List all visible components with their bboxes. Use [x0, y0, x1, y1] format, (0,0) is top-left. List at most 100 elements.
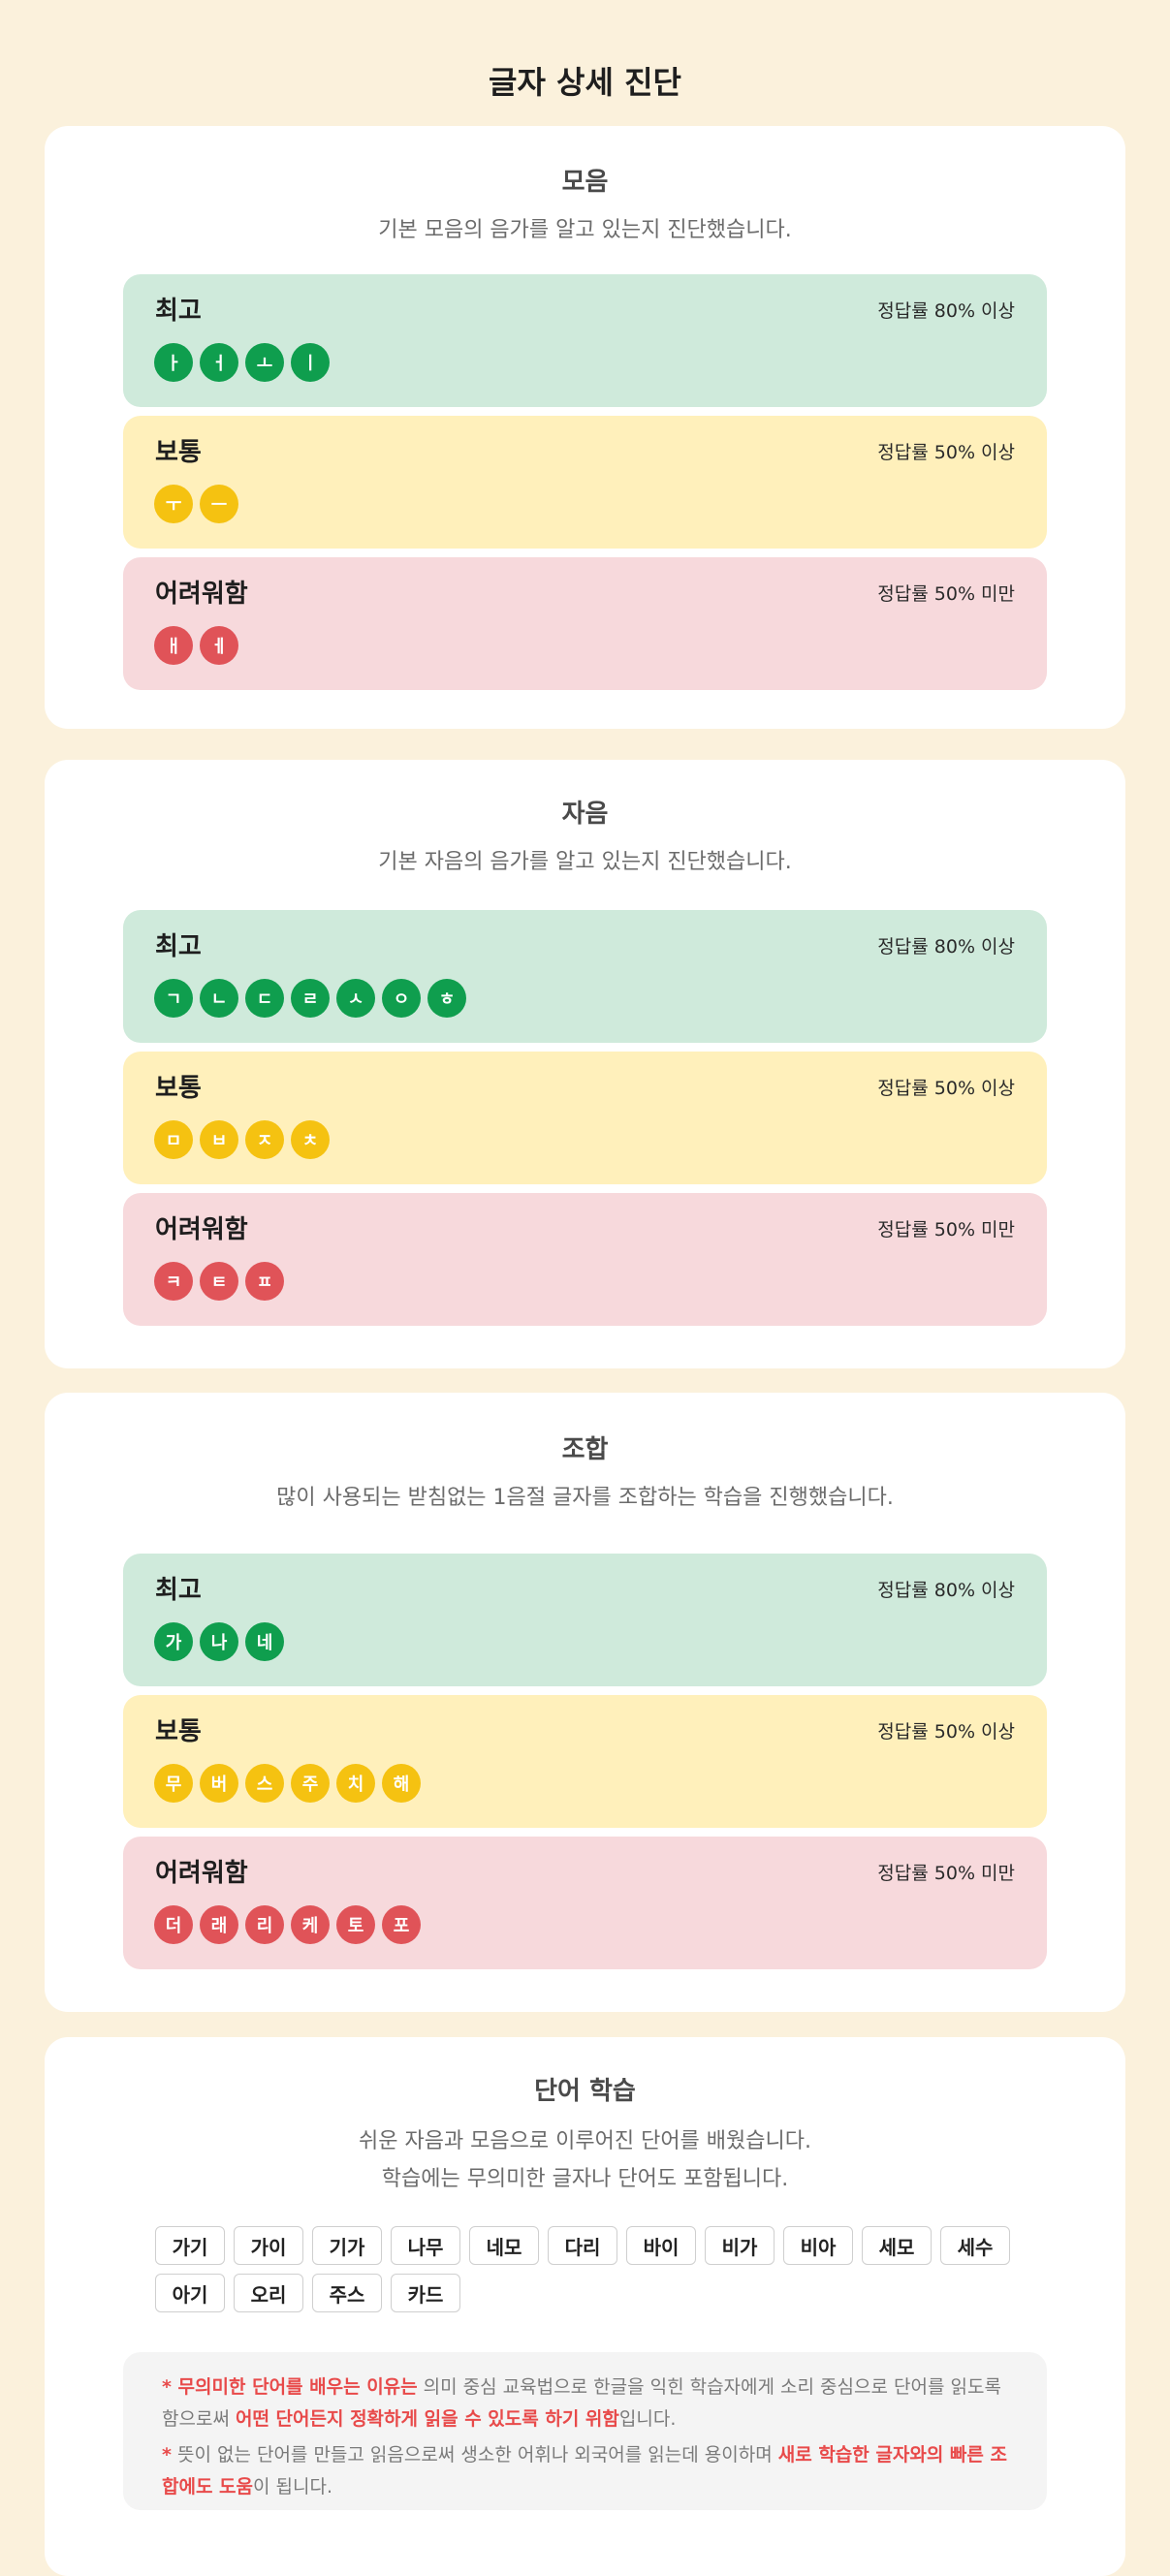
note-highlight: 어떤 단어든지 정확하게 읽을 수 있도록 하기 위함: [235, 2408, 619, 2430]
letter-chips: ㅋ ㅌ ㅍ: [154, 1262, 284, 1301]
letter-chips: 가 나 네: [154, 1622, 284, 1661]
letter-chip: ㅊ: [291, 1120, 330, 1159]
level-name: 보통: [155, 1074, 202, 1103]
word-chip: 주스: [312, 2274, 382, 2312]
note-1: * 무의미한 단어를 배우는 이유는 의미 중심 교육법으로 한글을 익힌 학습…: [162, 2372, 1008, 2435]
section-description: 기본 자음의 음가를 알고 있는지 진단했습니다.: [378, 850, 792, 874]
section-card-words: 단어 학습 쉬운 자음과 모음으로 이루어진 단어를 배웠습니다. 학습에는 무…: [45, 2037, 1125, 2576]
level-rate: 정답률 50% 미만: [877, 583, 1015, 605]
level-name: 어려워함: [155, 580, 248, 609]
section-description: 많이 사용되는 받침없는 1음절 글자를 조합하는 학습을 진행했습니다.: [276, 1486, 894, 1510]
level-name: 어려워함: [155, 1215, 248, 1244]
letter-chip: ㅅ: [336, 979, 375, 1018]
word-chip: 비아: [783, 2226, 853, 2265]
level-name: 최고: [155, 932, 202, 961]
word-chip: 비가: [705, 2226, 775, 2265]
note-highlight: *: [162, 2444, 172, 2466]
level-rate: 정답률 50% 미만: [877, 1863, 1015, 1884]
level-rate: 정답률 50% 이상: [877, 442, 1015, 463]
letter-chip: 네: [245, 1622, 284, 1661]
letter-chip: 토: [336, 1905, 375, 1944]
letter-chips: ㅐ ㅔ: [154, 626, 238, 665]
word-chip: 바이: [626, 2226, 696, 2265]
word-chip: 나무: [391, 2226, 460, 2265]
level-rate: 정답률 50% 이상: [877, 1721, 1015, 1743]
letter-chip: 케: [291, 1905, 330, 1944]
section-title: 모음: [561, 168, 609, 197]
section-description-line2: 학습에는 무의미한 글자나 단어도 포함됩니다.: [381, 2167, 789, 2191]
word-chip: 가이: [234, 2226, 303, 2265]
letter-chip: 가: [154, 1622, 193, 1661]
letter-chip: ㄴ: [200, 979, 238, 1018]
letter-chip: 포: [382, 1905, 421, 1944]
note-highlight: * 무의미한 단어를 배우는 이유는: [162, 2376, 418, 2398]
word-chip: 기가: [312, 2226, 382, 2265]
letter-chip: ㅍ: [245, 1262, 284, 1301]
note-text: 입니다.: [618, 2408, 677, 2430]
level-rate: 정답률 80% 이상: [877, 1580, 1015, 1601]
letter-chips: ㅁ ㅂ ㅈ ㅊ: [154, 1120, 330, 1159]
letter-chip: 주: [291, 1764, 330, 1803]
level-name: 보통: [155, 1717, 202, 1746]
letter-chip: 래: [200, 1905, 238, 1944]
word-chip: 세모: [862, 2226, 932, 2265]
letter-chips: ㄱ ㄴ ㄷ ㄹ ㅅ ㅇ ㅎ: [154, 979, 466, 1018]
section-description: 기본 모음의 음가를 알고 있는지 진단했습니다.: [378, 218, 792, 242]
note-highlight: 새로 학습한 글자와의 빠른 조합에도 도움: [162, 2444, 1007, 2497]
letter-chip: 해: [382, 1764, 421, 1803]
level-best: 최고 정답률 80% 이상 ㅏ ㅓ ㅗ ㅣ: [123, 274, 1047, 407]
letter-chip: ㅜ: [154, 485, 193, 523]
notes-box: * 무의미한 단어를 배우는 이유는 의미 중심 교육법으로 한글을 익힌 학습…: [123, 2352, 1047, 2510]
letter-chip: ㅇ: [382, 979, 421, 1018]
word-chip: 아기: [155, 2274, 225, 2312]
letter-chip: ㄷ: [245, 979, 284, 1018]
letter-chip: 리: [245, 1905, 284, 1944]
level-rate: 정답률 80% 이상: [877, 936, 1015, 958]
level-name: 보통: [155, 438, 202, 467]
word-list: 가기 가이 기가 나무 네모 다리 바이 비가 비아 세모 세수 아기 오리 주…: [155, 2226, 1028, 2312]
letter-chip: ㅂ: [200, 1120, 238, 1159]
level-normal: 보통 정답률 50% 이상 무 버 스 주 치 해: [123, 1695, 1047, 1828]
level-normal: 보통 정답률 50% 이상 ㅜ ㅡ: [123, 416, 1047, 549]
letter-chip: 무: [154, 1764, 193, 1803]
level-rate: 정답률 50% 미만: [877, 1219, 1015, 1241]
note-2: * 뜻이 없는 단어를 만들고 읽음으로써 생소한 어휘나 외국어를 읽는데 용…: [162, 2439, 1008, 2503]
letter-chip: 더: [154, 1905, 193, 1944]
word-chip: 네모: [469, 2226, 539, 2265]
letter-chip: ㅈ: [245, 1120, 284, 1159]
level-best: 최고 정답률 80% 이상 가 나 네: [123, 1554, 1047, 1686]
letter-chip: ㄹ: [291, 979, 330, 1018]
letter-chip: ㅡ: [200, 485, 238, 523]
letter-chip: ㅗ: [245, 343, 284, 382]
level-name: 어려워함: [155, 1859, 248, 1888]
level-name: 최고: [155, 297, 202, 326]
section-title: 자음: [561, 800, 609, 829]
section-card-combination: 조합 많이 사용되는 받침없는 1음절 글자를 조합하는 학습을 진행했습니다.…: [45, 1393, 1125, 2012]
letter-chip: ㅣ: [291, 343, 330, 382]
note-text: 의미 중심 교육법으로 한글을 익힌 학습자에게 소리 중심으로 단어를 읽도록…: [162, 2376, 1001, 2430]
letter-chip: ㅎ: [427, 979, 466, 1018]
letter-chip: ㅔ: [200, 626, 238, 665]
letter-chip: 치: [336, 1764, 375, 1803]
section-card-vowels: 모음 기본 모음의 음가를 알고 있는지 진단했습니다. 최고 정답률 80% …: [45, 126, 1125, 729]
word-chip: 세수: [940, 2226, 1010, 2265]
level-name: 최고: [155, 1576, 202, 1605]
level-rate: 정답률 80% 이상: [877, 300, 1015, 322]
level-rate: 정답률 50% 이상: [877, 1078, 1015, 1099]
word-chip: 오리: [234, 2274, 303, 2312]
word-chip: 다리: [548, 2226, 617, 2265]
level-normal: 보통 정답률 50% 이상 ㅁ ㅂ ㅈ ㅊ: [123, 1052, 1047, 1184]
letter-chip: ㅁ: [154, 1120, 193, 1159]
section-title: 조합: [561, 1435, 609, 1464]
letter-chip: ㅌ: [200, 1262, 238, 1301]
letter-chips: 더 래 리 케 토 포: [154, 1905, 421, 1944]
page-title: 글자 상세 진단: [489, 64, 681, 101]
section-description-line1: 쉬운 자음과 모음으로 이루어진 단어를 배웠습니다.: [358, 2129, 811, 2153]
letter-chip: ㅏ: [154, 343, 193, 382]
word-chip: 가기: [155, 2226, 225, 2265]
letter-chips: 무 버 스 주 치 해: [154, 1764, 421, 1803]
section-title: 단어 학습: [534, 2077, 636, 2106]
letter-chips: ㅜ ㅡ: [154, 485, 238, 523]
level-hard: 어려워함 정답률 50% 미만 ㅋ ㅌ ㅍ: [123, 1193, 1047, 1326]
letter-chip: 스: [245, 1764, 284, 1803]
